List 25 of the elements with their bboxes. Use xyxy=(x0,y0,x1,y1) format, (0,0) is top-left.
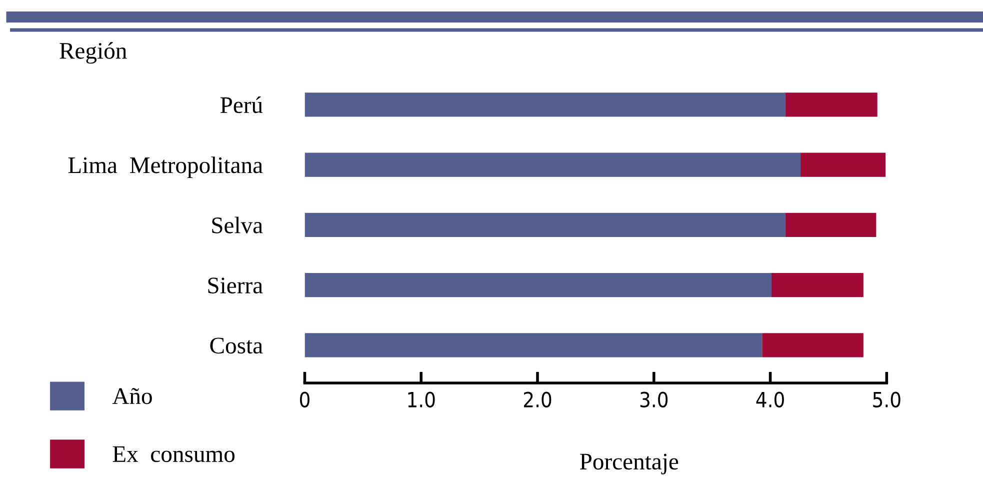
y-tick-label: Selva xyxy=(212,216,263,234)
bar xyxy=(304,333,762,358)
bar xyxy=(304,212,786,237)
x-tick-label: 4.0 xyxy=(756,392,784,408)
x-tick-label: 3.0 xyxy=(640,392,668,408)
x-tick-label: 1.0 xyxy=(408,392,435,408)
x-axis-title: Porcentaje xyxy=(580,454,678,474)
bar xyxy=(800,152,886,177)
x-tick-label: 2.0 xyxy=(524,392,552,408)
y-tick-label: Lima Metropolitana xyxy=(68,156,263,178)
bar xyxy=(785,212,876,237)
x-tick-label: 5.0 xyxy=(873,392,900,408)
bar xyxy=(304,92,786,117)
bar xyxy=(762,333,864,358)
bar xyxy=(785,92,878,117)
y-axis-title: Región xyxy=(60,42,127,64)
bar xyxy=(304,273,772,298)
legend-label: Ex consumo xyxy=(112,446,235,462)
bar xyxy=(304,152,801,177)
y-tick-label: Sierra xyxy=(208,278,263,294)
bar xyxy=(771,273,864,298)
legend-label: Año xyxy=(112,388,152,404)
y-tick-label: Costa xyxy=(210,338,263,354)
y-tick-label: Perú xyxy=(220,96,263,114)
x-tick-label: 0 xyxy=(300,392,310,408)
